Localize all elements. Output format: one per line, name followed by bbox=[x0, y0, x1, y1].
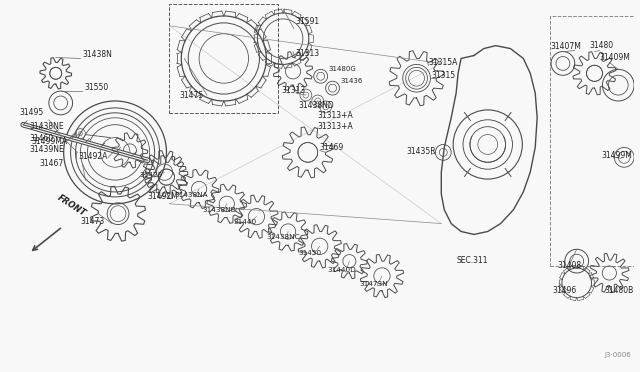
Text: 31591: 31591 bbox=[295, 17, 319, 26]
Text: 31550: 31550 bbox=[84, 83, 109, 92]
Text: 31473N: 31473N bbox=[359, 281, 388, 287]
Text: 31450: 31450 bbox=[298, 250, 321, 256]
Text: 31315A: 31315A bbox=[428, 58, 458, 67]
Text: 31420: 31420 bbox=[140, 172, 163, 178]
Text: 31492M: 31492M bbox=[148, 192, 179, 201]
Text: 31499M: 31499M bbox=[602, 151, 632, 160]
Text: 31313+A: 31313+A bbox=[317, 122, 353, 131]
Text: 31313: 31313 bbox=[281, 86, 305, 95]
Text: 31440: 31440 bbox=[234, 219, 257, 225]
Text: 31408: 31408 bbox=[557, 261, 581, 270]
Text: FRONT: FRONT bbox=[56, 193, 88, 219]
Text: 31436: 31436 bbox=[340, 78, 363, 84]
Text: 31496: 31496 bbox=[552, 286, 576, 295]
Text: 31480B: 31480B bbox=[604, 286, 634, 295]
Text: 31469: 31469 bbox=[320, 144, 344, 153]
Text: 31438N: 31438N bbox=[83, 51, 113, 60]
Text: 31460: 31460 bbox=[29, 134, 53, 142]
Text: 31435R: 31435R bbox=[406, 147, 436, 156]
Text: SEC.311: SEC.311 bbox=[456, 256, 488, 265]
Text: J3·0006: J3·0006 bbox=[604, 352, 631, 358]
Text: 31473: 31473 bbox=[81, 217, 105, 225]
Text: 31438NC: 31438NC bbox=[266, 234, 300, 240]
Text: 31438ND: 31438ND bbox=[298, 101, 333, 110]
Text: 31475: 31475 bbox=[179, 91, 204, 100]
Text: 31313+A: 31313+A bbox=[317, 111, 353, 120]
Text: 31480: 31480 bbox=[589, 41, 614, 49]
Text: 31438NB: 31438NB bbox=[202, 207, 236, 213]
Text: 31495: 31495 bbox=[19, 108, 44, 117]
Text: 31439NE: 31439NE bbox=[29, 145, 64, 154]
Text: 31313: 31313 bbox=[295, 48, 319, 58]
Text: 31440D: 31440D bbox=[328, 267, 356, 273]
Text: 31467: 31467 bbox=[39, 159, 63, 168]
Text: 31499MA: 31499MA bbox=[31, 138, 67, 147]
Text: 31492A: 31492A bbox=[79, 152, 108, 161]
Text: 31315: 31315 bbox=[431, 71, 456, 80]
Text: 31438NA: 31438NA bbox=[174, 192, 208, 198]
Text: 31407M: 31407M bbox=[550, 42, 581, 51]
Text: 31438NE: 31438NE bbox=[29, 122, 64, 131]
Text: 31480G: 31480G bbox=[328, 66, 356, 72]
Text: 31409M: 31409M bbox=[600, 54, 630, 62]
